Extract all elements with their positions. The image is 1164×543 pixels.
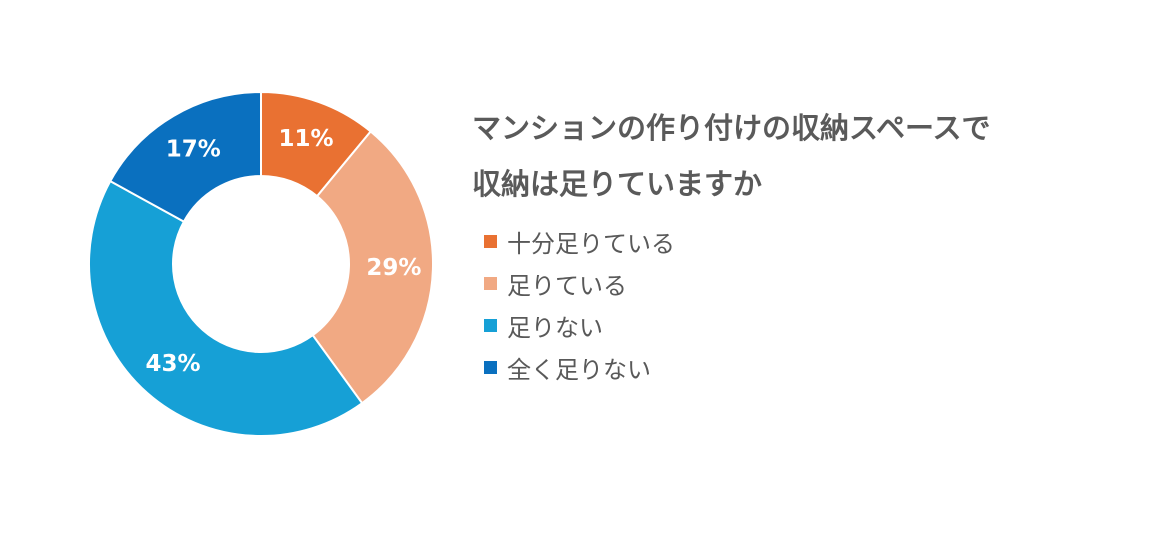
chart-title-line-1: マンションの作り付けの収納スペースで bbox=[472, 111, 991, 145]
legend-item-tarite-iru: 足りている bbox=[484, 262, 984, 304]
legend-swatch bbox=[484, 360, 497, 374]
slice-tarinai bbox=[87, 179, 364, 438]
legend-item-tarinai: 足りない bbox=[484, 304, 984, 346]
slice-label-tarite-iru: 29% bbox=[366, 255, 421, 281]
legend-item-juubun-tarite-iru: 十分足りている bbox=[484, 220, 984, 262]
legend-label: 全く足りない bbox=[507, 355, 651, 384]
chart-legend: 十分足りている 足りている 足りない 全く足りない bbox=[484, 220, 984, 388]
slice-label-mattaku-tarinai: 17% bbox=[166, 137, 221, 163]
chart-title-line-2: 収納は足りていますか bbox=[472, 167, 763, 201]
slice-tarite-iru bbox=[311, 130, 434, 405]
slice-label-juubun-tarite-iru: 11% bbox=[279, 126, 334, 152]
legend-swatch bbox=[484, 234, 497, 248]
legend-label: 十分足りている bbox=[507, 229, 675, 258]
chart-title: マンションの作り付けの収納スペースで 収納は足りていますか bbox=[472, 100, 1132, 212]
legend-item-mattaku-tarinai: 全く足りない bbox=[484, 346, 984, 388]
legend-swatch bbox=[484, 318, 497, 332]
donut-slice-labels: 11% 29% 43% 17% bbox=[146, 126, 422, 377]
legend-label: 足りない bbox=[507, 313, 603, 342]
slice-label-tarinai: 43% bbox=[146, 351, 201, 377]
donut-slices bbox=[87, 90, 434, 438]
slice-mattaku-tarinai bbox=[108, 90, 262, 223]
legend-swatch bbox=[484, 276, 497, 290]
legend-label: 足りている bbox=[507, 271, 627, 300]
